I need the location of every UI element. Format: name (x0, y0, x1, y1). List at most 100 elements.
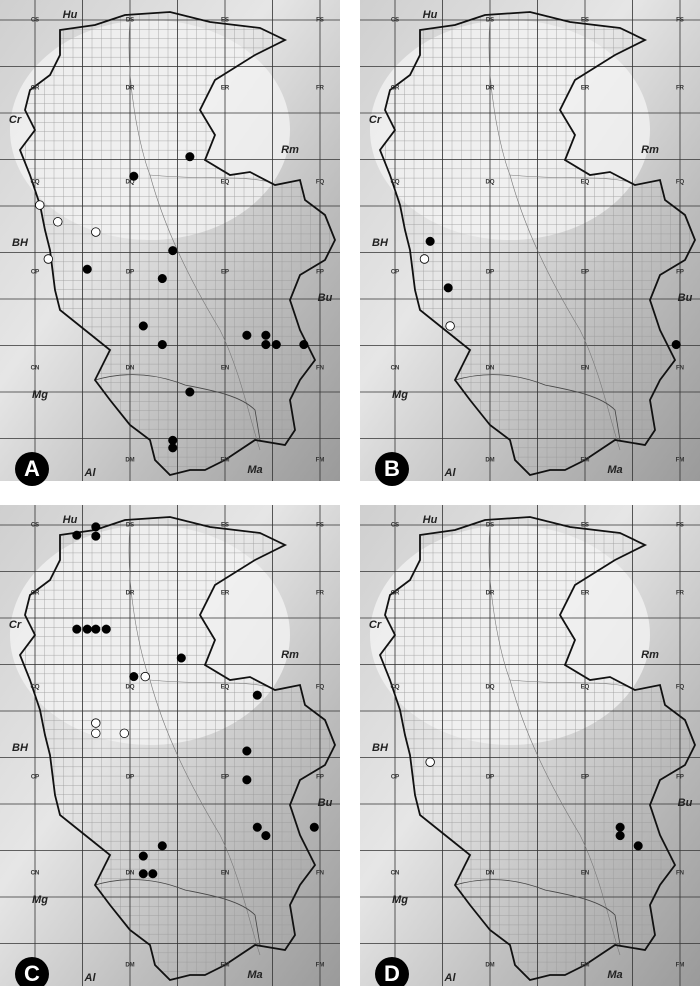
grid-label: CS (391, 18, 399, 24)
grid-label: EN (581, 871, 589, 877)
grid-label: FS (316, 523, 324, 529)
grid-label: ES (221, 18, 229, 24)
record-dot (426, 237, 435, 246)
record-dot (634, 842, 643, 851)
record-dot (616, 831, 625, 840)
region-label: Cr (369, 619, 382, 631)
region-label: Bu (678, 292, 693, 304)
region-label: Rm (641, 144, 659, 156)
record-dot (139, 322, 148, 331)
record-dot (168, 444, 177, 453)
grid-label: CP (31, 775, 39, 781)
grid-label: DN (126, 871, 135, 877)
record-dot (73, 531, 82, 540)
grid-label: EP (221, 775, 229, 781)
record-dot (92, 729, 101, 738)
grid-label: CP (391, 270, 399, 276)
grid-label: FR (676, 86, 685, 92)
record-dot (243, 331, 252, 340)
grid-label: CR (31, 86, 40, 92)
figure: CSDSESFSCRDRERFRCQDQEQFQCPDPEPFPCNDNENFN… (0, 0, 700, 986)
record-dot (186, 388, 195, 397)
region-label: Mg (392, 894, 408, 906)
grid-label: EM (581, 458, 590, 464)
record-dot (158, 842, 167, 851)
grid-label: DN (126, 366, 135, 372)
region-label: Mg (392, 389, 408, 401)
grid-label: DM (485, 458, 494, 464)
record-dot (310, 823, 319, 832)
record-dot (54, 218, 63, 227)
region-label: BH (372, 742, 389, 754)
record-dot (83, 625, 92, 634)
grid-label: FQ (316, 180, 325, 186)
grid-label: DP (126, 270, 134, 276)
record-dot (92, 719, 101, 728)
record-dot (262, 340, 271, 349)
grid-label: CS (391, 523, 399, 529)
region-label: Hu (63, 9, 78, 21)
record-dot (139, 852, 148, 861)
record-dot (130, 172, 139, 181)
grid-label: CS (31, 523, 39, 529)
region-label: Al (84, 467, 97, 479)
grid-label: DQ (486, 180, 495, 186)
record-dot (158, 274, 167, 283)
grid-label: FN (676, 366, 684, 372)
grid-label: FP (316, 775, 324, 781)
region-label: Rm (281, 144, 299, 156)
region-label: Al (444, 972, 457, 984)
grid-label: DN (486, 871, 495, 877)
grid-label: FM (676, 963, 685, 969)
grid-label: DS (126, 523, 134, 529)
record-dot (186, 152, 195, 161)
grid-label: CQ (391, 180, 400, 186)
grid-label: FM (316, 458, 325, 464)
grid-label: EQ (581, 685, 590, 691)
record-dot (253, 823, 262, 832)
grid-label: FN (316, 871, 324, 877)
region-label: BH (12, 742, 29, 754)
grid-label: EM (221, 458, 230, 464)
record-dot (253, 691, 262, 700)
grid-label: FR (316, 591, 325, 597)
grid-label: EP (581, 270, 589, 276)
record-dot (120, 729, 129, 738)
grid-label: DS (486, 18, 494, 24)
region-label: Cr (369, 114, 382, 126)
record-dot (262, 831, 271, 840)
grid-label: DN (486, 366, 495, 372)
panel-letter: C (24, 961, 40, 986)
grid-label: CQ (391, 685, 400, 691)
region-label: Hu (423, 514, 438, 526)
grid-label: DP (486, 775, 494, 781)
record-dot (177, 654, 186, 663)
relief-light (10, 525, 290, 745)
record-dot (44, 255, 53, 264)
record-dot (141, 672, 150, 681)
region-label: Hu (423, 9, 438, 21)
grid-label: DS (486, 523, 494, 529)
panel-letter: B (384, 456, 400, 481)
region-label: BH (12, 237, 29, 249)
region-label: Bu (678, 797, 693, 809)
grid-label: DM (485, 963, 494, 969)
grid-label: FN (676, 871, 684, 877)
grid-label: ES (581, 523, 589, 529)
record-dot (92, 228, 101, 237)
record-dot (420, 255, 429, 264)
grid-label: EM (221, 963, 230, 969)
grid-label: EM (581, 963, 590, 969)
relief-light (370, 20, 650, 240)
record-dot (272, 340, 281, 349)
record-dot (92, 625, 101, 634)
grid-label: EQ (581, 180, 590, 186)
record-dot (672, 340, 681, 349)
grid-label: FP (316, 270, 324, 276)
